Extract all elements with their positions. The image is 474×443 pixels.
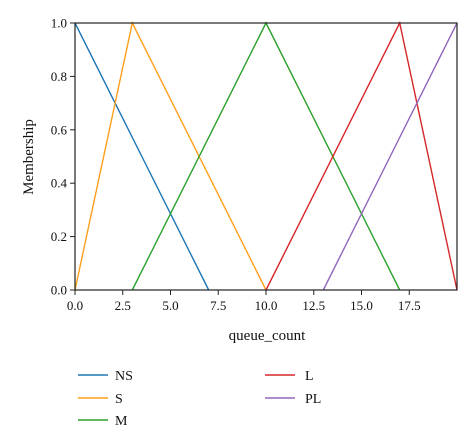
- x-tick-label: 5.0: [162, 298, 178, 313]
- legend-label-s: S: [115, 392, 123, 407]
- y-tick-label: 0.2: [51, 229, 67, 244]
- series-line-ns: [74, 22, 210, 291]
- legend-label-l: L: [305, 369, 314, 384]
- plot-frame: [74, 22, 458, 291]
- x-tick-label: 10.0: [255, 298, 278, 313]
- legend-label-pl: PL: [305, 392, 321, 407]
- y-tick-label: 0.0: [51, 283, 67, 298]
- legend-label-m: M: [115, 414, 128, 429]
- x-tick-label: 17.5: [398, 298, 421, 313]
- series-line-m: [131, 21, 401, 291]
- y-tick-label: 0.4: [51, 176, 68, 191]
- x-tick-label: 12.5: [302, 298, 325, 313]
- y-axis-label: Membership: [21, 119, 37, 195]
- series-line-s: [74, 20, 267, 291]
- x-tick-label: 2.5: [115, 298, 131, 313]
- plot-area: 0.0 2.5 5.0 7.5 10.0 12.5 15.0 17.5 0.0 0.2 0.4 0.6…: [51, 16, 458, 313]
- y-tick-label: 0.6: [51, 122, 68, 137]
- legend: NS SM L PL: [78, 369, 321, 429]
- x-tick-label: 0.0: [67, 298, 83, 313]
- series-line-pl: [322, 22, 458, 291]
- legend-label-ns: NS: [115, 369, 133, 384]
- y-tick-label: 0.8: [51, 69, 67, 84]
- y-tick-label: 1.0: [51, 16, 67, 31]
- x-tick-label: 15.0: [350, 298, 373, 313]
- series-line-l: [265, 20, 458, 291]
- x-axis-label: queue_count: [229, 328, 306, 344]
- x-tick-label: 7.5: [210, 298, 226, 313]
